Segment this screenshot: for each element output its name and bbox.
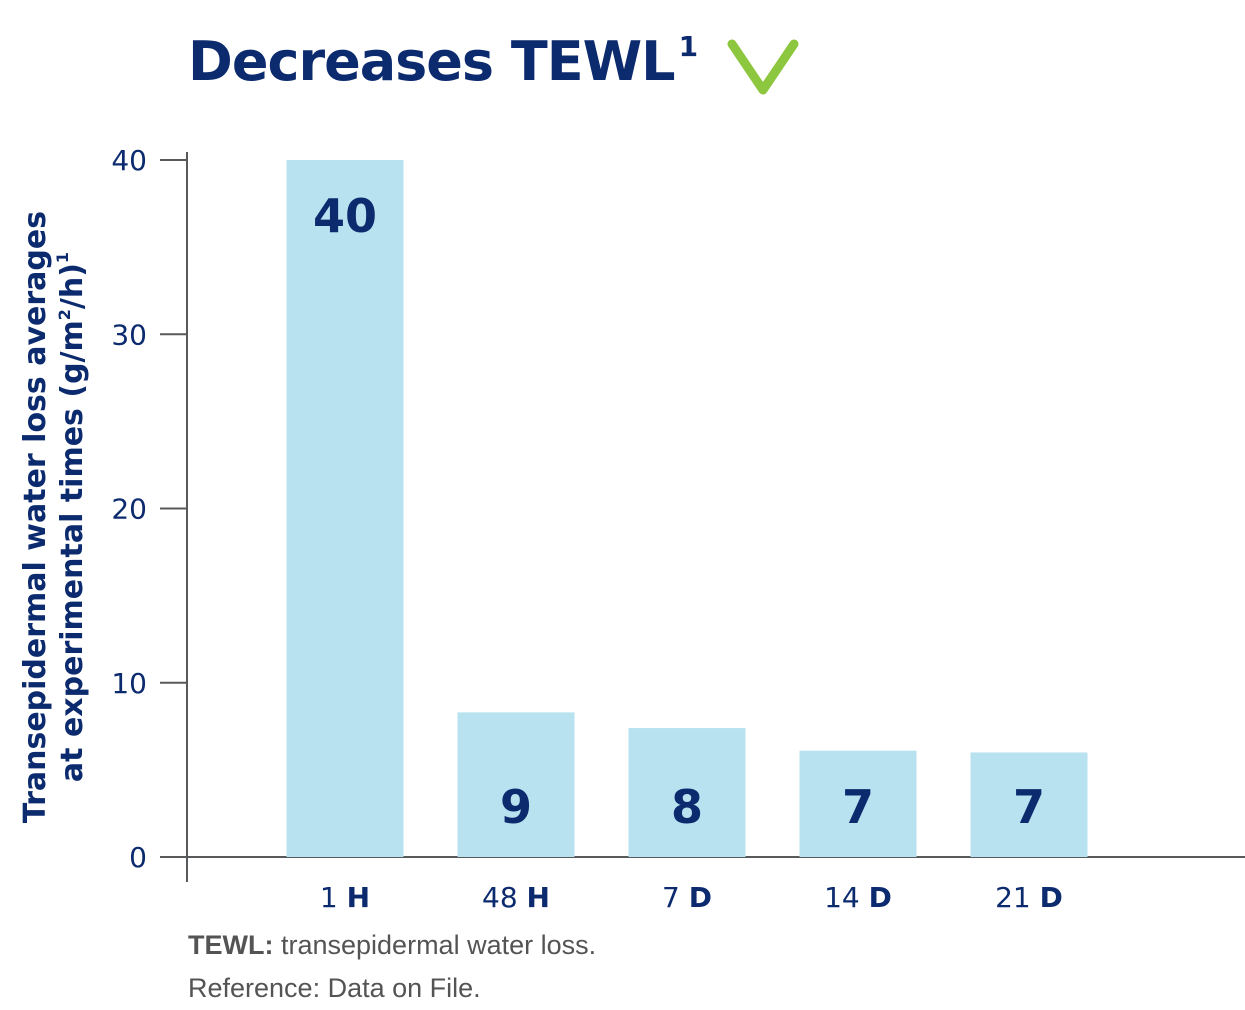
y-axis-label-ref-superscript: 1 [53,252,72,263]
category-label: 7 D [662,881,712,914]
category-number: 21 [995,881,1040,914]
bar-value-label: 8 [671,780,703,834]
category-label: 1 H [320,881,370,914]
bar [457,712,575,857]
bar [628,728,746,857]
y-axis-label-line2-text: at experimental times (g/m [55,320,90,782]
category-number: 7 [662,881,689,914]
bar-value-label: 40 [313,189,377,243]
y-axis-label-line2: at experimental times (g/m2/h)1 [53,252,90,782]
bar-value-label: 7 [1013,780,1045,834]
checkmark-icon [727,39,799,95]
category-number: 1 [320,881,347,914]
footnote-reference: Reference: Data on File. [188,973,481,1003]
bars [286,160,1088,857]
chart-title-superscript: 1 [679,30,697,63]
footnote-term: TEWL: [188,930,274,960]
bar [799,750,917,857]
category-unit: H [527,881,550,914]
bar-value-label: 9 [500,780,532,834]
bar-value-label: 7 [842,780,874,834]
category-unit: D [689,881,712,914]
y-axis-label-unit-superscript: 2 [55,309,74,320]
y-tick-label: 30 [111,318,147,351]
y-tick-label: 0 [129,841,147,874]
y-tick-label: 20 [111,493,147,526]
bar [970,752,1088,857]
y-tick-label: 10 [111,667,147,700]
footnote-definition-text: transepidermal water loss. [273,930,597,960]
chart-title: Decreases TEWL 1 [188,30,697,93]
category-unit: H [347,881,370,914]
value-labels: 40 9 8 7 7 [313,189,1045,834]
category-unit: D [1040,881,1063,914]
category-label: 21 D [995,881,1063,914]
category-number: 48 [482,881,527,914]
y-axis-label-line1: Transepidermal water loss averages [18,211,53,823]
y-tick-label: 40 [111,144,147,177]
bar [286,160,404,857]
chart-title-text: Decreases TEWL [188,30,675,93]
category-label: 48 H [482,881,550,914]
category-unit: D [869,881,892,914]
footnote-definition: TEWL: transepidermal water loss. [188,930,596,961]
y-axis-label: Transepidermal water loss averages at ex… [18,211,90,823]
category-number: 14 [824,881,869,914]
y-axis-label-line2-end: /h) [55,263,90,309]
category-label: 14 D [824,881,892,914]
y-ticks: 0 10 20 30 40 [111,144,187,874]
